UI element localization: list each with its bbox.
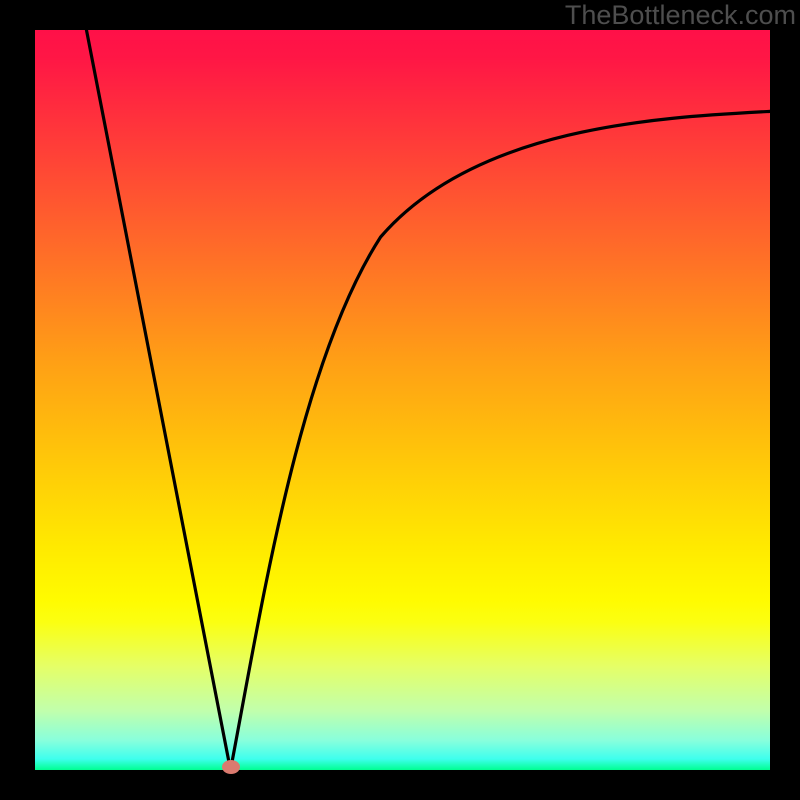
bottleneck-curve [35, 30, 770, 770]
watermark-text: TheBottleneck.com [565, 0, 796, 31]
minimum-marker [222, 760, 240, 774]
